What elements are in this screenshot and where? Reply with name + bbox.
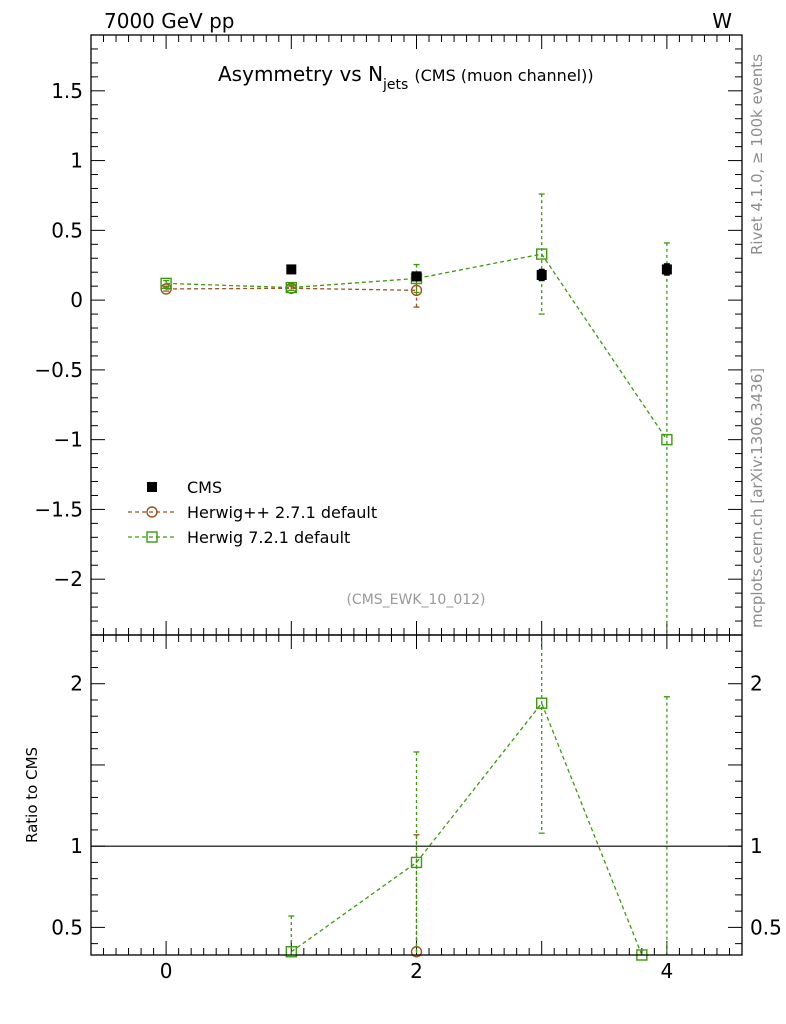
data-point-data xyxy=(536,270,547,280)
legend-marker-herwigpp xyxy=(146,506,158,518)
y-tick-label: −1 xyxy=(54,428,83,452)
data-point-herwig7 xyxy=(160,277,172,290)
main-y-tick-labels: 1.5 1 0.5 0 −0.5 −1 −1.5 −2 xyxy=(34,79,83,591)
legend-label-herwigpp: Herwig++ 2.7.1 default xyxy=(187,503,377,522)
x-tick-label: 4 xyxy=(661,959,674,983)
main-series xyxy=(160,193,673,635)
y-tick-label: 1 xyxy=(70,834,83,858)
y-tick-label: 0.5 xyxy=(51,218,83,242)
y-tick-label: −0.5 xyxy=(34,358,83,382)
y-tick-label-right: 0.5 xyxy=(750,915,782,939)
chart-title-note: (CMS (muon channel)) xyxy=(414,66,593,85)
ratio-y-axis-label: Ratio to CMS xyxy=(23,747,41,843)
x-tick-label: 2 xyxy=(410,959,423,983)
data-point-herwig7 xyxy=(285,281,298,294)
series-line-herwig7 xyxy=(290,701,643,956)
data-point-herwig7 xyxy=(285,946,298,958)
ratio-panel: 0.5 0.5 1 1 2 2 Ratio to CMS xyxy=(23,634,782,961)
y-tick-label: 2 xyxy=(70,672,83,696)
data-point-herwig7 xyxy=(410,856,423,869)
main-axis-ticks xyxy=(91,34,742,636)
data-point-data xyxy=(286,264,297,275)
legend-label-data: CMS xyxy=(187,478,222,497)
chart-title: Asymmetry vs Njets (CMS (muon channel)) xyxy=(218,62,594,93)
y-tick-label: 1 xyxy=(70,149,83,173)
y-tick-label-right: 1 xyxy=(750,834,763,858)
y-tick-label: 1.5 xyxy=(51,79,83,103)
main-panel: 1.5 1 0.5 0 −0.5 −1 −1.5 −2 (CMS_EWK_10_012) CM… xyxy=(34,34,743,636)
legend-marker-data xyxy=(147,482,157,492)
y-tick-label: −1.5 xyxy=(34,497,83,521)
x-tick-label: 0 xyxy=(160,959,173,983)
data-point-data xyxy=(661,264,672,275)
side-label-mcplots: mcplots.cern.ch [arXiv:1306.3436] xyxy=(748,368,766,628)
chart-title-subscript: jets xyxy=(382,77,408,93)
ratio-series xyxy=(285,635,670,961)
header-energy-label: 7000 GeV pp xyxy=(104,9,235,33)
data-point-herwig7 xyxy=(661,433,673,446)
ratio-y-tick-labels: 0.5 0.5 1 1 2 2 xyxy=(51,672,782,940)
data-point-data xyxy=(411,271,422,282)
y-tick-label: −2 xyxy=(54,567,83,591)
legend-marker-herwig7 xyxy=(146,531,158,543)
analysis-tag: (CMS_EWK_10_012) xyxy=(346,592,485,608)
y-tick-label: 0.5 xyxy=(51,915,83,939)
legend-label-herwig7: Herwig 7.2.1 default xyxy=(187,528,350,547)
side-label-rivet: Rivet 4.1.0, ≥ 100k events xyxy=(748,54,766,255)
legend: CMS Herwig++ 2.7.1 default Herwig 7.2.1 de… xyxy=(128,478,377,547)
ratio-frame xyxy=(90,634,743,956)
chart-title-main: Asymmetry vs N xyxy=(218,62,383,86)
header-process-label: W xyxy=(712,9,732,33)
data-point-herwig7 xyxy=(535,248,548,260)
y-tick-label-right: 2 xyxy=(750,672,763,696)
x-tick-labels: 0 2 4 xyxy=(160,959,674,983)
data-point-herwig7 xyxy=(535,697,548,709)
y-tick-label: 0 xyxy=(70,288,83,312)
